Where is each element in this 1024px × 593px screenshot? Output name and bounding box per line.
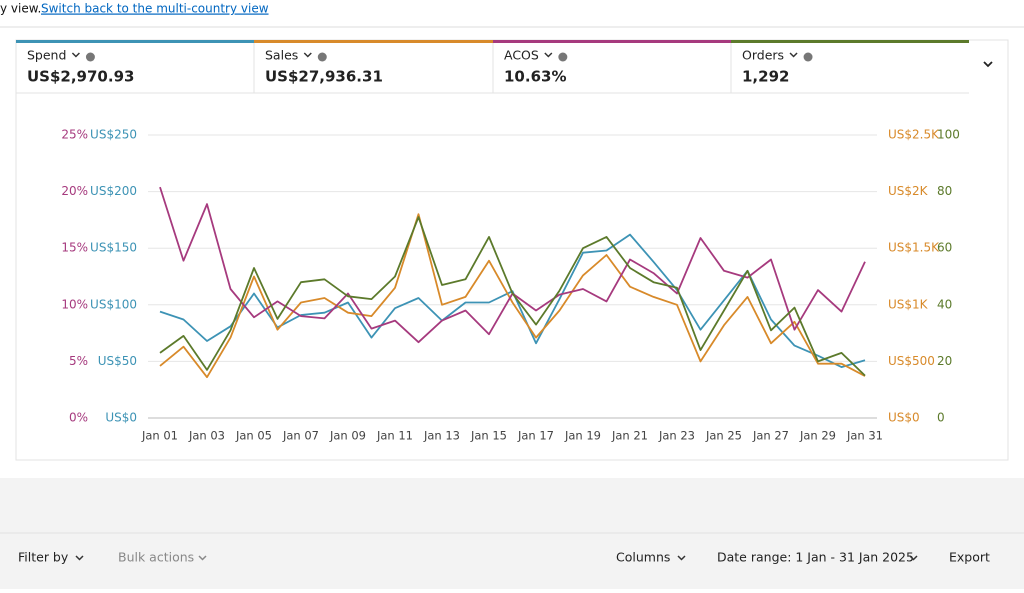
expand-chevron[interactable] (983, 61, 993, 68)
info-icon (558, 52, 568, 62)
y-tick-label: 10% (61, 297, 88, 311)
switch-link[interactable]: Switch back to the multi-country view (41, 2, 269, 16)
x-tick-label: Jan 01 (141, 429, 178, 443)
y-tick-label: US$0 (105, 411, 137, 425)
metric-value: US$2,970.93 (27, 68, 134, 86)
x-tick-label: Jan 31 (846, 429, 883, 443)
metric-value: 10.63% (504, 68, 566, 86)
metric-name: Orders (742, 48, 784, 63)
filter-button[interactable]: Filter by (18, 550, 69, 565)
y-tick-label: 0% (69, 411, 88, 425)
x-tick-label: Jan 17 (517, 429, 554, 443)
y-tick-label: US$150 (90, 241, 137, 255)
y-tick-label: US$2.5K (888, 128, 940, 142)
y-tick-label: US$250 (90, 128, 137, 142)
columns-button[interactable]: Columns (616, 550, 670, 565)
y-tick-label: 20 (937, 354, 952, 368)
card-accent (493, 40, 731, 43)
y-tick-label: US$1.5K (888, 241, 940, 255)
y-tick-label: 100 (937, 128, 960, 142)
y-tick-label: 15% (61, 241, 88, 255)
y-tick-label: 60 (937, 241, 952, 255)
info-icon (317, 52, 327, 62)
y-tick-label: 40 (937, 297, 952, 311)
export-button[interactable]: Export (949, 550, 990, 565)
x-tick-label: Jan 11 (376, 429, 413, 443)
metric-chevron (544, 52, 553, 58)
x-tick-label: Jan 13 (423, 429, 460, 443)
x-tick-label: Jan 03 (188, 429, 225, 443)
y-tick-label: 0 (937, 411, 945, 425)
date-range[interactable]: Date range: 1 Jan - 31 Jan 2025 (717, 550, 914, 565)
y-tick-label: 5% (69, 354, 88, 368)
y-tick-label: 25% (61, 128, 88, 142)
metric-chevron (303, 52, 312, 58)
y-tick-label: US$2K (888, 184, 929, 198)
chevron (198, 555, 207, 561)
y-tick-label: US$0 (888, 411, 920, 425)
metric-chevron (71, 52, 80, 58)
y-tick-label: US$200 (90, 184, 137, 198)
y-tick-label: 80 (937, 184, 952, 198)
info-icon (803, 52, 813, 62)
x-tick-label: Jan 21 (611, 429, 648, 443)
x-tick-label: Jan 07 (282, 429, 319, 443)
series-line (159, 216, 866, 377)
y-tick-label: 20% (61, 184, 88, 198)
metric-name: Sales (265, 48, 298, 63)
y-tick-label: US$500 (888, 354, 935, 368)
metric-name: Spend (27, 48, 66, 63)
chevron (75, 555, 84, 561)
card-accent (254, 40, 493, 43)
x-tick-label: Jan 15 (470, 429, 507, 443)
x-tick-label: Jan 09 (329, 429, 366, 443)
metric-value: 1,292 (742, 68, 789, 86)
x-tick-label: Jan 25 (705, 429, 742, 443)
chevron (909, 555, 918, 561)
metric-name: ACOS (504, 48, 539, 63)
chevron (677, 555, 686, 561)
metric-chevron (789, 52, 798, 58)
card-accent (16, 40, 254, 43)
y-tick-label: US$100 (90, 297, 137, 311)
x-tick-label: Jan 23 (658, 429, 695, 443)
y-tick-label: US$1K (888, 297, 929, 311)
x-tick-label: Jan 27 (752, 429, 789, 443)
x-tick-label: Jan 05 (235, 429, 272, 443)
card-accent (731, 40, 969, 43)
info-icon (85, 52, 95, 62)
top-bar (0, 0, 1024, 28)
x-tick-label: Jan 29 (799, 429, 836, 443)
series-line (159, 213, 866, 379)
header-text: y view. (0, 2, 41, 16)
metric-value: US$27,936.31 (265, 68, 383, 86)
chart-panel (15, 39, 1009, 461)
y-tick-label: US$50 (98, 354, 137, 368)
x-tick-label: Jan 19 (564, 429, 601, 443)
bulk-actions[interactable]: Bulk actions (118, 550, 194, 565)
